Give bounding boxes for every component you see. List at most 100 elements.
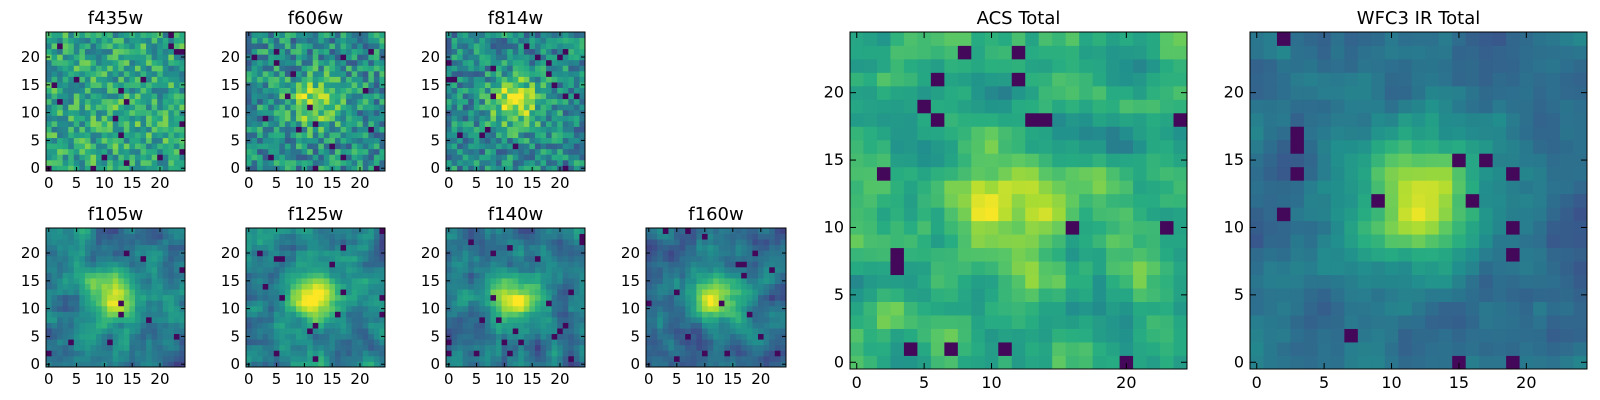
- heatmap-cell: [346, 126, 353, 133]
- heatmap-cell: [123, 115, 130, 122]
- heatmap-cell: [473, 283, 480, 290]
- heatmap-cell: [540, 87, 547, 94]
- heatmap-cell: [90, 244, 97, 251]
- heatmap-cell: [512, 154, 519, 161]
- heatmap-cell: [262, 32, 269, 38]
- heatmap-cell: [173, 328, 180, 335]
- heatmap-cell: [151, 261, 158, 268]
- heatmap-cell: [529, 322, 536, 329]
- heatmap-cell: [557, 82, 564, 88]
- heatmap-cell: [534, 59, 541, 66]
- heatmap-cell: [468, 300, 475, 307]
- heatmap-cell: [758, 316, 764, 323]
- heatmap-cell: [151, 244, 158, 251]
- heatmap-cell: [68, 244, 75, 251]
- heatmap-cell: [73, 350, 80, 357]
- heatmap-cell: [118, 93, 125, 100]
- heatmap-cell: [62, 126, 69, 133]
- heatmap-cell: [351, 65, 358, 72]
- heatmap-cell: [262, 137, 269, 144]
- heatmap-cell: [246, 70, 252, 77]
- heatmap-cell: [557, 48, 564, 55]
- heatmap-cell: [507, 228, 514, 234]
- heatmap-cell: [368, 115, 375, 122]
- heatmap-cell: [112, 278, 119, 284]
- heatmap-cell: [551, 165, 558, 172]
- heatmap-cell: [763, 266, 770, 273]
- heatmap-cell: [657, 333, 664, 340]
- heatmap-cell: [998, 301, 1013, 316]
- heatmap-cell: [662, 261, 669, 268]
- heatmap-cell: [179, 316, 186, 323]
- heatmap-cell: [696, 311, 703, 318]
- heatmap-cell: [484, 132, 491, 139]
- heatmap-cell: [112, 244, 119, 251]
- heatmap-cell: [446, 48, 452, 55]
- heatmap-cell: [562, 300, 569, 307]
- heatmap-cell: [312, 305, 319, 312]
- heatmap-cell: [351, 32, 358, 38]
- heatmap-cell: [168, 228, 175, 234]
- heatmap-cell: [90, 120, 97, 127]
- heatmap-cell: [546, 261, 553, 268]
- heatmap-cell: [468, 143, 475, 150]
- heatmap-cell: [501, 244, 508, 251]
- heatmap-cell: [501, 300, 508, 307]
- heatmap-cell: [79, 109, 86, 116]
- heatmap-cell: [290, 82, 297, 88]
- heatmap-cell: [518, 339, 525, 346]
- heatmap-cell: [68, 76, 75, 83]
- heatmap-cell: [318, 132, 325, 139]
- heatmap-cell: [257, 87, 264, 94]
- heatmap-cell: [146, 54, 153, 61]
- heatmap-cell: [540, 233, 547, 240]
- heatmap-cell: [101, 93, 108, 100]
- plot-frame: [445, 227, 586, 368]
- heatmap-cell: [1106, 315, 1120, 329]
- heatmap-cell: [1173, 301, 1188, 316]
- heatmap-cell: [268, 244, 275, 251]
- heatmap-cell: [112, 98, 119, 105]
- heatmap-cell: [173, 120, 180, 127]
- heatmap-cell: [346, 65, 353, 72]
- heatmap-cell: [529, 272, 536, 279]
- heatmap-cell: [523, 126, 530, 133]
- heatmap-cell: [752, 255, 759, 262]
- heatmap-cell: [284, 165, 291, 172]
- heatmap-cell: [769, 266, 776, 273]
- heatmap-cell: [534, 261, 541, 268]
- heatmap-cell: [123, 344, 130, 351]
- heatmap-cell: [490, 137, 497, 144]
- heatmap-cell: [96, 266, 102, 273]
- heatmap-cell: [273, 339, 280, 346]
- heatmap-cell: [518, 233, 525, 240]
- heatmap-cell: [57, 65, 64, 72]
- heatmap-cell: [1065, 261, 1080, 276]
- heatmap-cell: [357, 350, 364, 357]
- heatmap-cell: [90, 48, 97, 55]
- heatmap-cell: [146, 322, 153, 329]
- heatmap-cell: [890, 166, 905, 181]
- heatmap-cell: [173, 255, 180, 262]
- heatmap-cell: [140, 311, 147, 318]
- heatmap-cell: [971, 261, 986, 276]
- x-tick-label: 5: [472, 174, 482, 192]
- heatmap-cell: [46, 120, 52, 127]
- heatmap-cell: [496, 126, 502, 133]
- heatmap-cell: [562, 109, 569, 116]
- heatmap-cell: [101, 239, 108, 246]
- heatmap-cell: [501, 322, 508, 329]
- heatmap-cell: [279, 70, 286, 77]
- heatmap-cell: [763, 278, 770, 284]
- heatmap-cell: [540, 143, 547, 150]
- heatmap-cell: [346, 154, 353, 161]
- heatmap-cell: [468, 104, 475, 111]
- heatmap-cell: [107, 37, 114, 44]
- heatmap-cell: [301, 322, 308, 329]
- heatmap-cell: [1160, 193, 1174, 208]
- heatmap-cell: [246, 104, 252, 111]
- heatmap-cell: [998, 274, 1013, 289]
- heatmap-cell: [490, 333, 497, 340]
- heatmap-cell: [296, 132, 302, 139]
- heatmap-cell: [357, 132, 364, 139]
